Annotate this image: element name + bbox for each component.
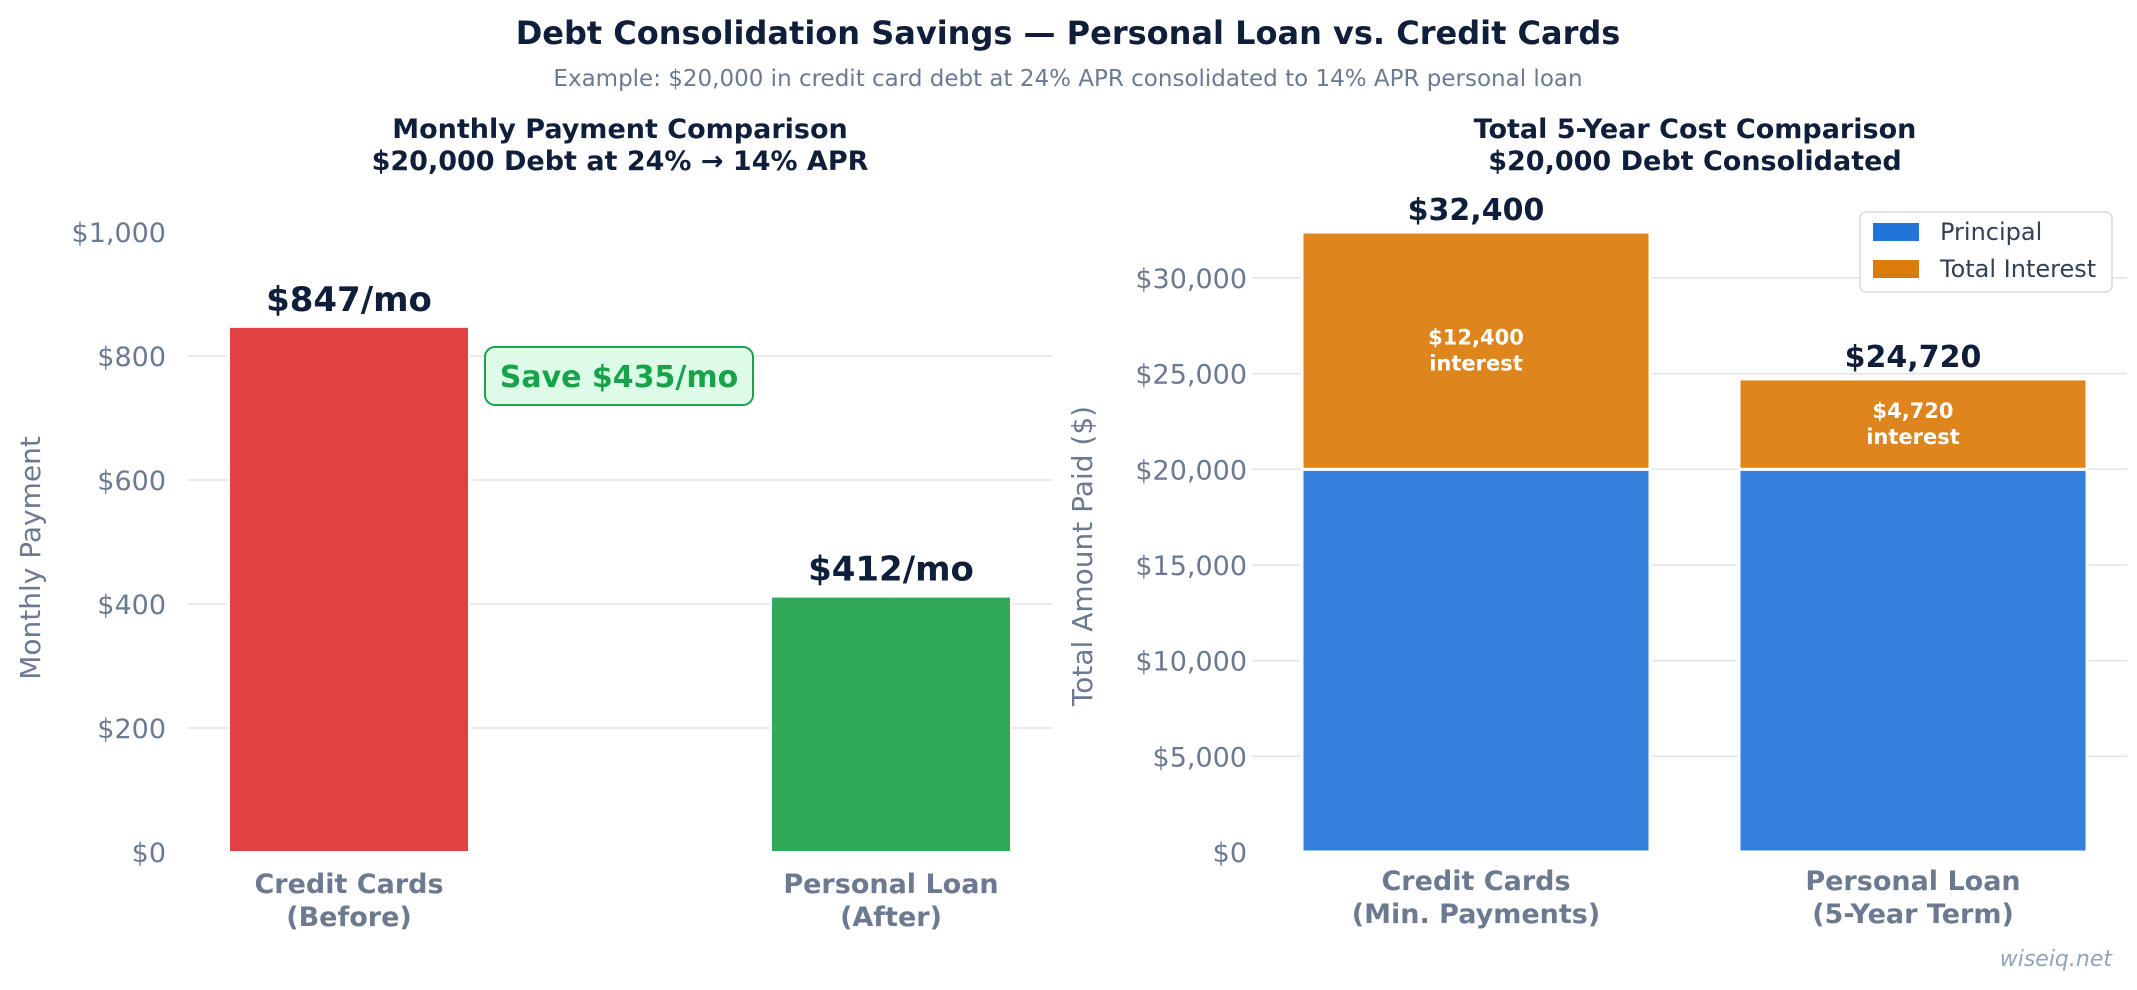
savings-callout-box [484, 346, 754, 406]
panel-title: Monthly Payment Comparison $20,000 Debt a… [372, 114, 869, 177]
legend: Principal Total Interest [1859, 211, 2113, 293]
category-label: Credit Cards (Before) [254, 869, 443, 933]
interest-bar-segment [1300, 230, 1652, 471]
y-tick-label: $200 [97, 714, 166, 745]
monthly-payment-chart: Monthly Payment Comparison $20,000 Debt a… [14, 114, 1053, 933]
y-tick-label: $0 [132, 838, 166, 869]
category-label: Personal Loan (5-Year Term) [1805, 866, 2020, 930]
category-label: Credit Cards (Min. Payments) [1352, 866, 1600, 930]
interest-bar-segment [1737, 377, 2089, 471]
data-label: $847/mo [266, 280, 432, 320]
bar [770, 595, 1012, 853]
category-label: Personal Loan (After) [783, 869, 998, 933]
y-tick-label: $20,000 [1135, 455, 1247, 486]
legend-label: Total Interest [1939, 255, 2096, 283]
y-tick-label: $600 [97, 466, 166, 497]
figure-title: Debt Consolidation Savings — Personal Lo… [516, 14, 1621, 52]
y-tick-label: $800 [97, 342, 166, 373]
total-label: $32,400 [1408, 193, 1545, 228]
principal-bar-segment [1737, 467, 2089, 854]
y-tick-label: $30,000 [1135, 264, 1247, 295]
legend-label: Principal [1940, 218, 2042, 246]
interest-segment-label: $4,720 interest [1866, 399, 1960, 449]
legend-swatch [1873, 223, 1919, 241]
principal-bar-segment [1300, 467, 1652, 854]
y-tick-label: $0 [1213, 838, 1247, 869]
y-tick-label: $1,000 [72, 218, 166, 249]
y-axis-label: Monthly Payment [14, 436, 47, 680]
data-label: $412/mo [808, 550, 974, 590]
y-tick-label: $15,000 [1135, 551, 1247, 582]
panel-title: Total 5-Year Cost Comparison $20,000 Debt… [1474, 114, 1917, 177]
savings-callout-text: Save $435/mo [500, 360, 739, 395]
total-label: $24,720 [1845, 340, 1982, 375]
y-tick-label: $10,000 [1135, 647, 1247, 678]
legend-swatch [1873, 260, 1919, 278]
legend-box [1859, 211, 2113, 293]
y-tick-label: $25,000 [1135, 360, 1247, 391]
y-tick-label: $400 [97, 590, 166, 621]
watermark: wiseiq.net [2000, 947, 2114, 972]
figure-subtitle: Example: $20,000 in credit card debt at … [553, 66, 1582, 92]
bar [228, 325, 470, 853]
y-axis-label: Total Amount Paid ($) [1066, 406, 1099, 707]
total-cost-chart: Total 5-Year Cost Comparison $20,000 Debt… [1066, 114, 2127, 930]
y-tick-label: $5,000 [1153, 742, 1247, 773]
interest-segment-label: $12,400 interest [1428, 326, 1524, 376]
